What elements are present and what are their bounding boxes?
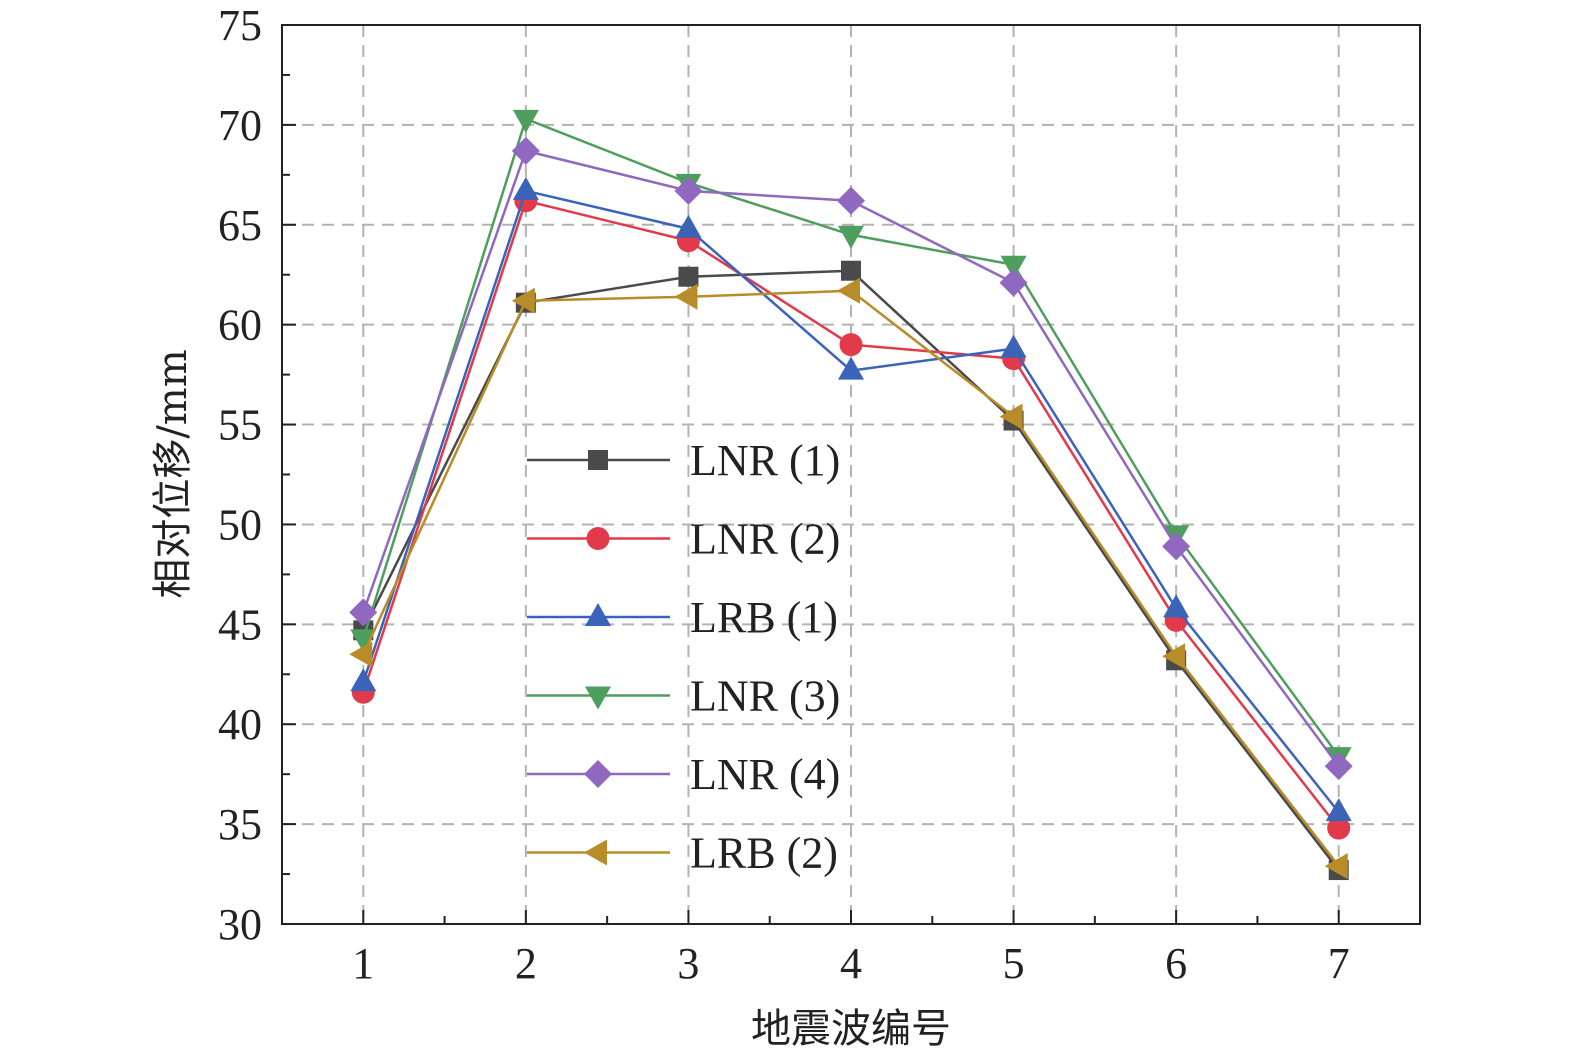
series-group [349,277,1348,880]
data-point-marker [1162,643,1186,670]
legend-entry: LNR (2) [527,515,840,564]
data-point-marker [1162,532,1191,561]
legend-entry: LNR (4) [527,750,840,799]
y-tick-label: 70 [218,101,262,150]
grid-lines [282,25,1420,924]
y-tick-label: 50 [218,500,262,549]
data-point-marker [837,277,860,304]
data-point-marker [839,333,863,357]
x-axis-title: 地震波编号 [751,1006,951,1052]
y-tick-label: 40 [218,700,262,749]
data-point-marker [999,403,1023,430]
data-point-marker [837,186,865,215]
data-point-marker [674,283,698,310]
data-point-marker [349,641,373,668]
series-group [350,176,1352,822]
legend-label: LRB (2) [690,829,838,878]
data-point-marker [838,356,864,380]
x-tick-label: 2 [515,939,537,988]
data-point-marker [1324,752,1353,781]
legend-marker [586,527,610,550]
legend-label: LNR (4) [690,750,840,799]
data-point-marker [1163,594,1190,618]
legend-label: LNR (2) [690,515,840,564]
data-point-marker [350,668,377,692]
data-point-marker [512,109,539,133]
data-point-marker [349,598,378,627]
y-axis-title: 相对位移/mm [150,349,196,598]
data-point-marker [838,225,864,249]
data-point-marker [678,266,699,287]
series-layer [349,109,1353,881]
x-tick-label: 7 [1328,939,1350,988]
x-tick-label: 5 [1003,939,1025,988]
legend-marker [588,450,608,470]
x-tick-label: 3 [677,939,699,988]
data-point-marker [511,287,535,314]
data-point-marker [512,176,539,200]
legend-marker [585,603,611,626]
data-point-marker [1324,853,1348,880]
legend-entry: LNR (3) [527,672,840,721]
data-point-marker [841,260,861,281]
data-point-marker [1325,798,1352,822]
legend-label: LRB (1) [690,593,838,642]
data-point-marker [1327,816,1351,840]
legend-entry: LRB (1) [527,593,838,642]
legend-marker [584,839,607,866]
y-tick-label: 35 [218,800,262,849]
x-tick-label: 6 [1165,939,1187,988]
y-tick-label: 45 [218,600,262,649]
data-point-marker [675,214,702,238]
data-point-marker [1000,334,1027,358]
legend-marker [584,760,612,788]
legend-label: LNR (3) [690,672,840,721]
legend: LNR (1) LNR (2) LRB (1) LNR (3) LNR (4) LRB (… [527,436,840,878]
y-tick-label: 55 [218,401,262,450]
x-tick-label: 4 [840,939,862,988]
legend-label: LNR (1) [690,436,840,485]
x-tick-label: 1 [352,939,374,988]
data-point-marker [999,268,1028,297]
y-tick-label: 60 [218,301,262,350]
y-tick-label: 65 [218,201,262,250]
legend-entry: LRB (2) [527,829,838,878]
y-tick-label: 75 [218,1,262,50]
series-group [349,136,1353,781]
data-point-marker [674,176,703,205]
data-point-marker [350,629,377,653]
y-tick-label: 30 [218,900,262,949]
data-point-marker [511,136,540,165]
legend-marker [585,686,611,710]
legend-entry: LNR (1) [527,436,840,485]
data-point-marker [1000,255,1027,279]
